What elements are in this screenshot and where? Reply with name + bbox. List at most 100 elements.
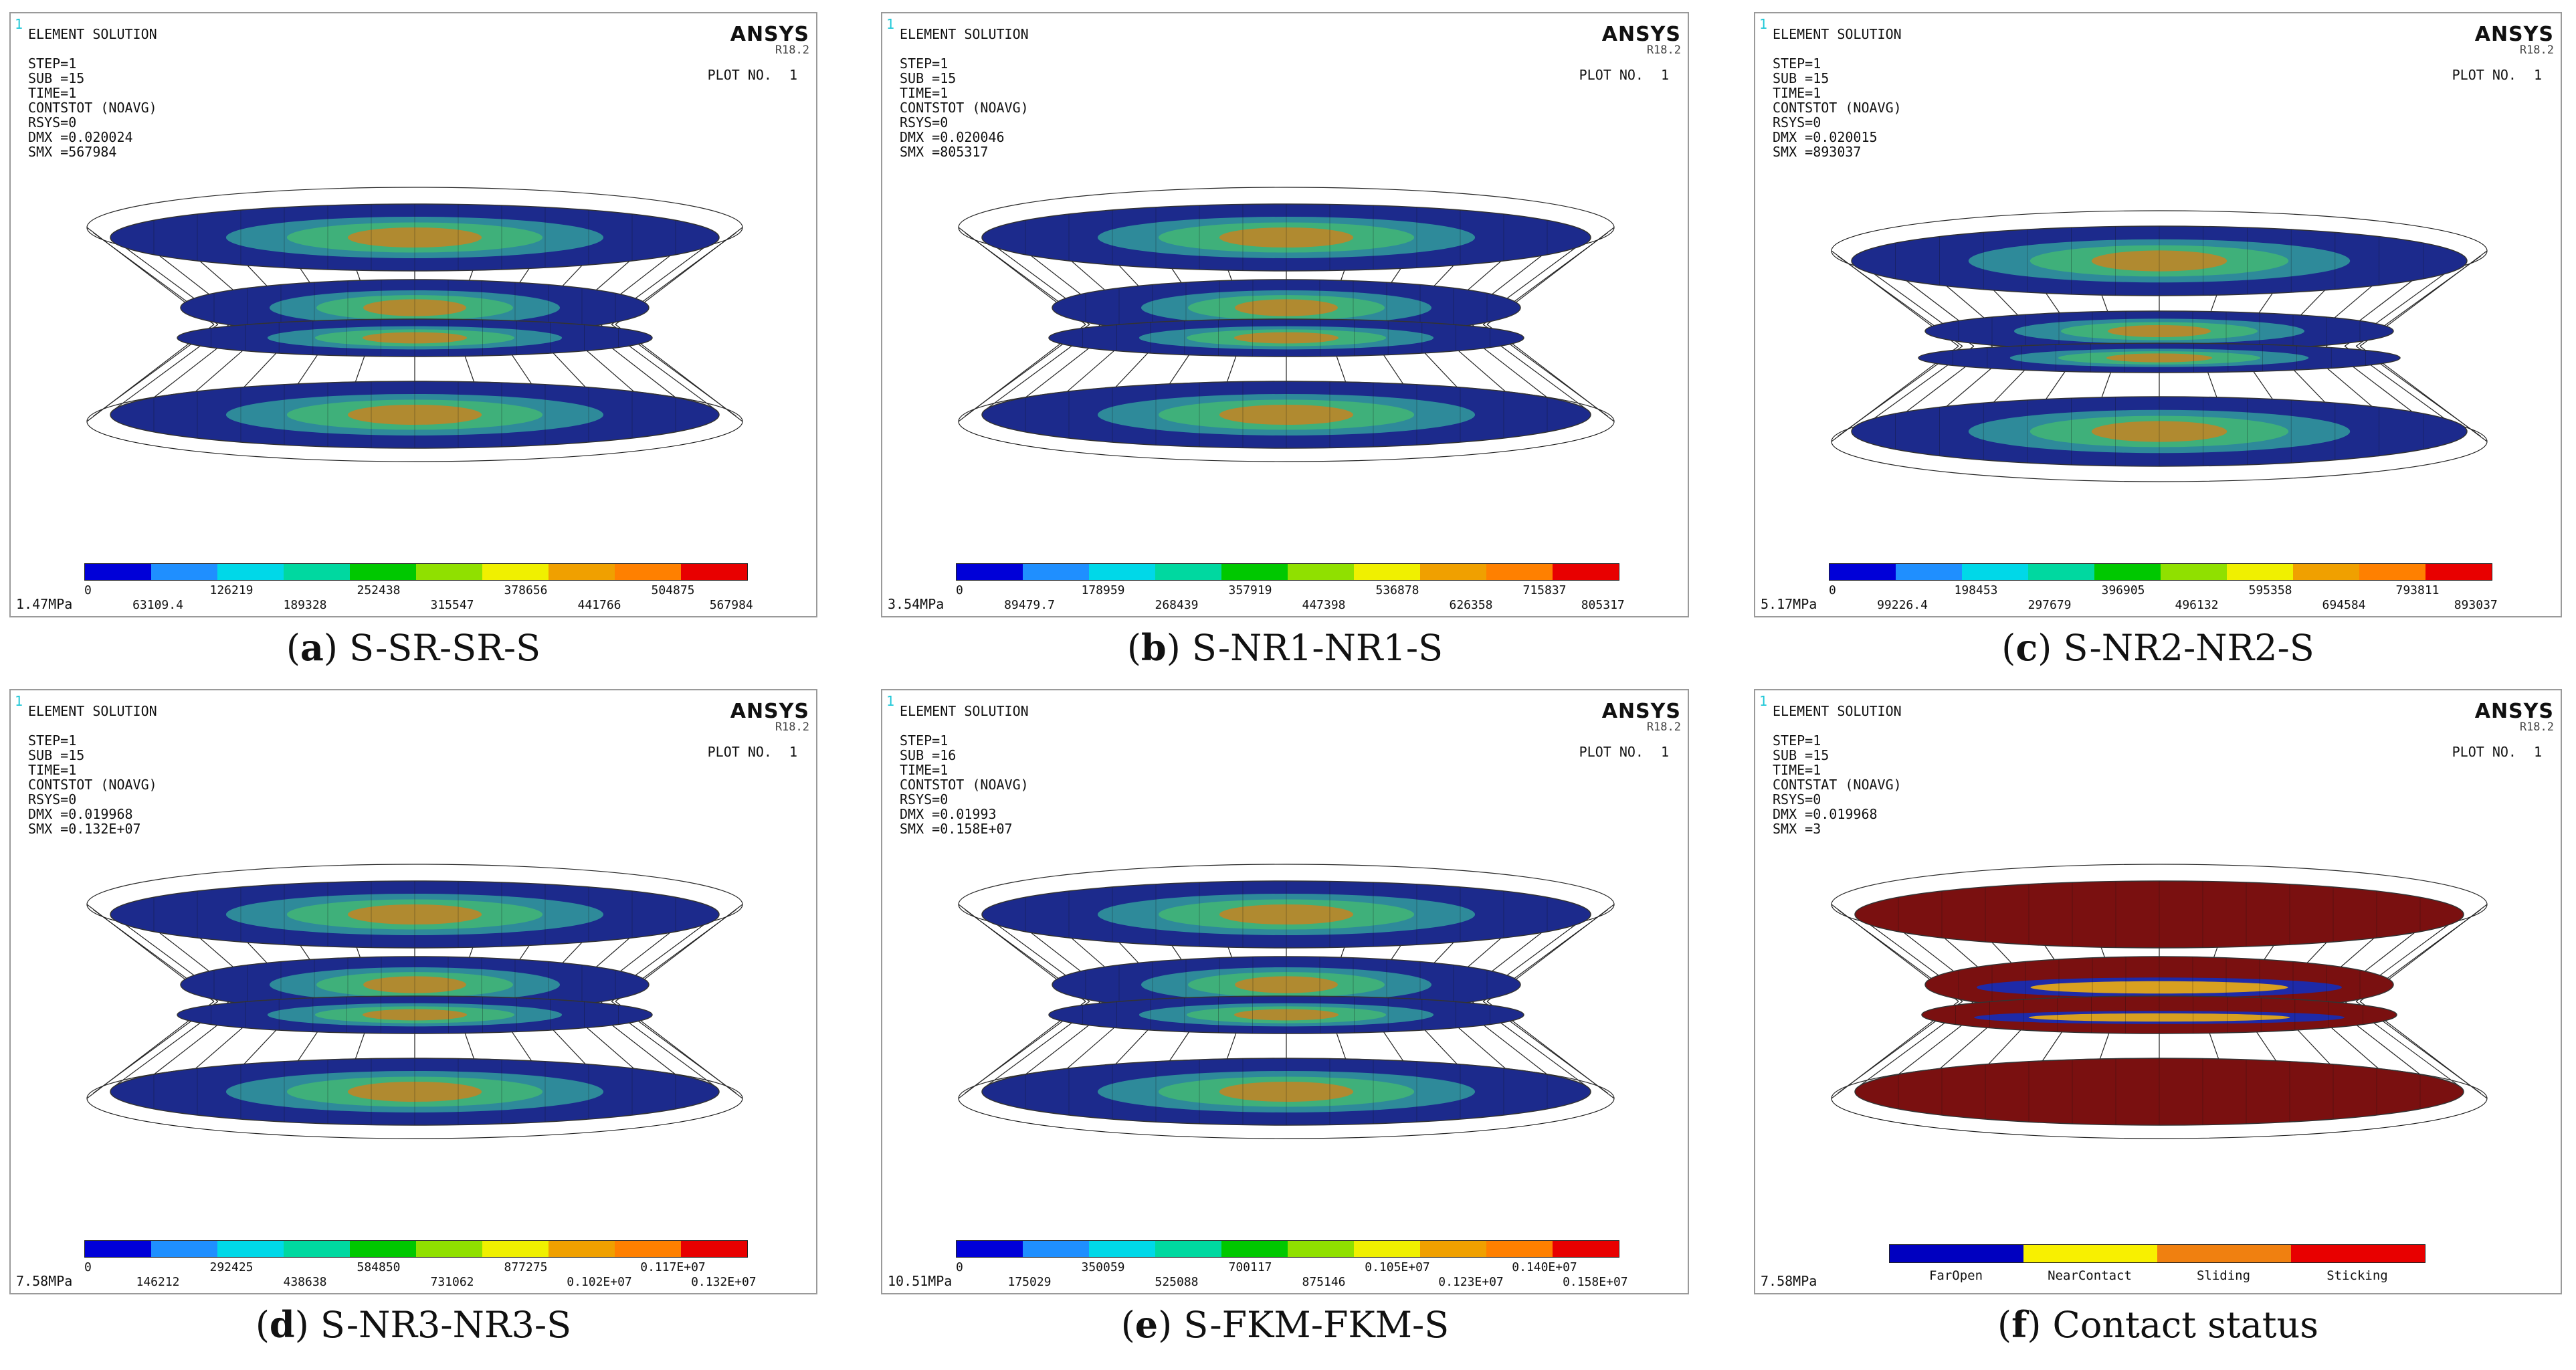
legend-swatch bbox=[416, 564, 482, 580]
contact-status-labels: FarOpen NearContact Sliding Sticking bbox=[1889, 1268, 2424, 1283]
header-line: SMX =805317 bbox=[900, 144, 989, 160]
brand-name: ANSYS bbox=[2474, 23, 2554, 46]
legend-swatch bbox=[1553, 1241, 1619, 1257]
header-line: TIME=1 bbox=[1773, 85, 1821, 101]
header-line: SUB =15 bbox=[28, 747, 85, 763]
legend-swatch bbox=[1288, 1241, 1354, 1257]
window-number: 1 bbox=[886, 693, 895, 709]
plot-panel-f: 1 ELEMENT SOLUTION STEP=1 SUB =15 TIME=1 CON… bbox=[1754, 689, 2562, 1294]
plot-number: PLOT NO. 1 bbox=[707, 744, 797, 760]
fea-model bbox=[958, 864, 1615, 1139]
legend-swatch bbox=[1420, 564, 1486, 580]
legend-tick: 396905 bbox=[2101, 583, 2145, 597]
window-number: 1 bbox=[15, 16, 23, 32]
contact-status-label: FarOpen bbox=[1928, 1268, 1983, 1283]
header-line: ELEMENT SOLUTION bbox=[900, 26, 1029, 42]
legend-tick: 893037 bbox=[2454, 598, 2498, 612]
legend-swatch bbox=[2157, 1245, 2291, 1262]
legend-tick: 805317 bbox=[1581, 598, 1625, 612]
legend-swatch bbox=[1023, 1241, 1089, 1257]
header-line: ELEMENT SOLUTION bbox=[1773, 26, 1902, 42]
legend-swatch bbox=[1486, 1241, 1553, 1257]
header-line: RSYS=0 bbox=[28, 791, 77, 807]
legend-tick: 126219 bbox=[209, 583, 254, 597]
legend-swatch bbox=[85, 1241, 151, 1257]
caption-b: (b) S-NR1-NR1-S bbox=[1126, 626, 1444, 669]
legend-swatch bbox=[2094, 564, 2161, 580]
legend-swatch bbox=[1896, 564, 1962, 580]
plot-number: PLOT NO. 1 bbox=[2452, 744, 2542, 760]
plot-number: PLOT NO. 1 bbox=[1579, 744, 1669, 760]
legend-swatch bbox=[681, 1241, 747, 1257]
legend-tick-labels: 0 146212 292425 438638 584850 731062 877275 0.1… bbox=[11, 1260, 816, 1293]
brand-name: ANSYS bbox=[730, 23, 809, 46]
header-line: DMX =0.01993 bbox=[900, 806, 997, 822]
color-legend-bar bbox=[956, 563, 1619, 581]
legend-tick: 438638 bbox=[283, 1275, 327, 1289]
scale-note: 3.54MPa bbox=[888, 596, 945, 612]
color-legend-bar bbox=[956, 1240, 1619, 1258]
legend-tick: 297679 bbox=[2027, 598, 2072, 612]
header-line: DMX =0.020024 bbox=[28, 129, 133, 145]
header-line: STEP=1 bbox=[1773, 56, 1821, 72]
fea-model bbox=[1831, 864, 2488, 1139]
header-line: STEP=1 bbox=[28, 732, 77, 749]
legend-tick: 175029 bbox=[1007, 1275, 1052, 1289]
caption-e: (e) S-FKM-FKM-S bbox=[1120, 1303, 1450, 1346]
solution-header: ELEMENT SOLUTION STEP=1 SUB =15 TIME=1 CONT… bbox=[900, 27, 1029, 160]
plot-number: PLOT NO. 1 bbox=[707, 67, 797, 83]
legend-tick: 178959 bbox=[1081, 583, 1125, 597]
disc-3 bbox=[177, 995, 653, 1034]
legend-swatch bbox=[217, 1241, 284, 1257]
caption-d: (d) S-NR3-NR3-S bbox=[255, 1303, 572, 1346]
disc-3 bbox=[1048, 995, 1524, 1034]
header-line: RSYS=0 bbox=[900, 114, 949, 130]
ansys-logo: ANSYS R18.2 bbox=[2475, 700, 2554, 734]
legend-tick: 700117 bbox=[1228, 1260, 1272, 1274]
scale-note: 5.17MPa bbox=[1761, 596, 1817, 612]
legend-swatch bbox=[2359, 564, 2425, 580]
legend-tick: 525088 bbox=[1155, 1275, 1199, 1289]
legend-tick: 504875 bbox=[651, 583, 695, 597]
scale-note: 10.51MPa bbox=[888, 1273, 953, 1289]
legend-swatch bbox=[1089, 1241, 1155, 1257]
legend-swatch bbox=[284, 564, 350, 580]
header-line: SMX =0.158E+07 bbox=[900, 821, 1013, 837]
solution-header: ELEMENT SOLUTION STEP=1 SUB =15 TIME=1 CONT… bbox=[28, 704, 157, 836]
disc-3 bbox=[1918, 342, 2401, 373]
header-line: STEP=1 bbox=[1773, 732, 1821, 749]
legend-tick: 0.102E+07 bbox=[567, 1275, 632, 1289]
legend-tick: 441766 bbox=[577, 598, 621, 612]
plot-number: PLOT NO. 1 bbox=[1579, 67, 1669, 83]
legend-tick: 0 bbox=[956, 583, 963, 597]
legend-swatch bbox=[1890, 1245, 2023, 1262]
window-number: 1 bbox=[1759, 16, 1768, 32]
brand-version: R18.2 bbox=[2519, 43, 2554, 57]
plot-number: PLOT NO. 1 bbox=[2452, 67, 2542, 83]
legend-tick: 0.158E+07 bbox=[1563, 1275, 1628, 1289]
ansys-logo: ANSYS R18.2 bbox=[730, 23, 809, 57]
fea-model bbox=[86, 864, 743, 1139]
header-line: TIME=1 bbox=[900, 85, 949, 101]
disc-3 bbox=[1048, 318, 1524, 357]
legend-tick: 146212 bbox=[136, 1275, 180, 1289]
header-line: DMX =0.019968 bbox=[28, 806, 133, 822]
solution-header: ELEMENT SOLUTION STEP=1 SUB =15 TIME=1 CONT… bbox=[28, 27, 157, 159]
legend-tick: 189328 bbox=[283, 598, 327, 612]
disc-4 bbox=[981, 1058, 1591, 1126]
ansys-logo: ANSYS R18.2 bbox=[730, 700, 809, 734]
legend-swatch bbox=[2293, 564, 2359, 580]
legend-tick-labels: 0 99226.4 198453 297679 396905 496132 595358 69… bbox=[1755, 583, 2561, 616]
legend-swatch bbox=[2227, 564, 2293, 580]
legend-tick: 292425 bbox=[209, 1260, 254, 1274]
legend-swatch bbox=[1354, 1241, 1420, 1257]
contact-status-legend bbox=[1889, 1244, 2425, 1263]
caption-a: (a) S-SR-SR-S bbox=[286, 626, 541, 669]
header-line: RSYS=0 bbox=[1773, 114, 1821, 130]
scale-note: 7.58MPa bbox=[1761, 1273, 1817, 1289]
legend-tick: 0 bbox=[84, 583, 92, 597]
header-line: ELEMENT SOLUTION bbox=[900, 703, 1029, 719]
plot-panel-b: 1 ELEMENT SOLUTION STEP=1 SUB =15 TIME=1 CON… bbox=[881, 12, 1689, 617]
legend-swatch bbox=[615, 1241, 681, 1257]
header-line: CONTSTOT (NOAVG) bbox=[900, 100, 1029, 116]
